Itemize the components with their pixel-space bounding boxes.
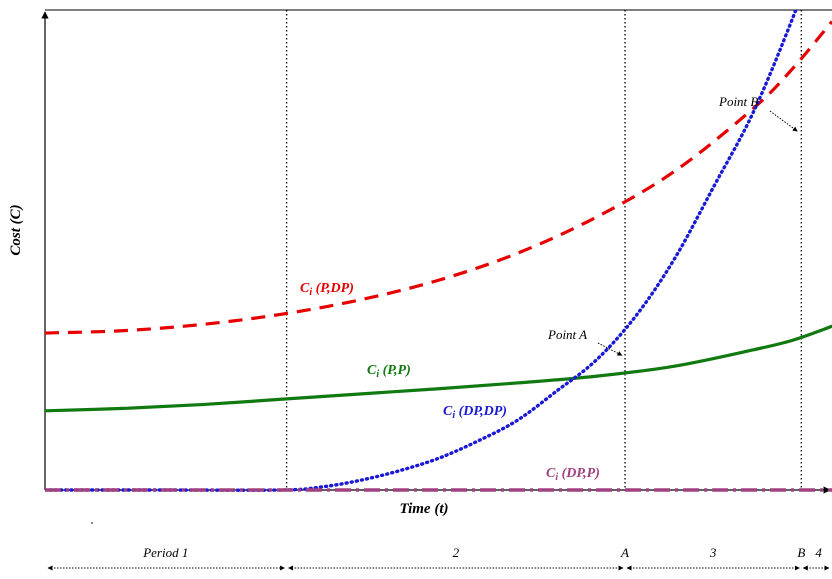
x-axis-label: Time (t)	[399, 501, 448, 517]
point-annotation-1: Point A	[547, 327, 587, 342]
y-axis-label: Cost (C)	[8, 204, 24, 255]
point-annotation-arrow-2	[769, 110, 798, 132]
period-label-2: 2	[453, 545, 460, 560]
series-label-2: Ci (P,P)	[367, 363, 411, 380]
stray-dot	[91, 522, 93, 524]
series-line-p-dp	[45, 20, 832, 335]
period-label-4: 4	[815, 545, 822, 560]
series-label-1: Ci (P,DP)	[300, 281, 354, 298]
series-label-3: Ci (DP,DP)	[443, 404, 507, 421]
series-line-dp-dp	[45, 10, 798, 492]
point-annotation-2: Point B	[718, 94, 758, 109]
period-label-3: 3	[709, 545, 717, 560]
series-label-4: Ci (DP,P)	[546, 466, 600, 483]
series-line-p-p	[45, 324, 832, 413]
marker-label-b: B	[797, 545, 805, 560]
marker-label-a: A	[620, 545, 629, 560]
period-label-1: Period 1	[142, 545, 188, 560]
